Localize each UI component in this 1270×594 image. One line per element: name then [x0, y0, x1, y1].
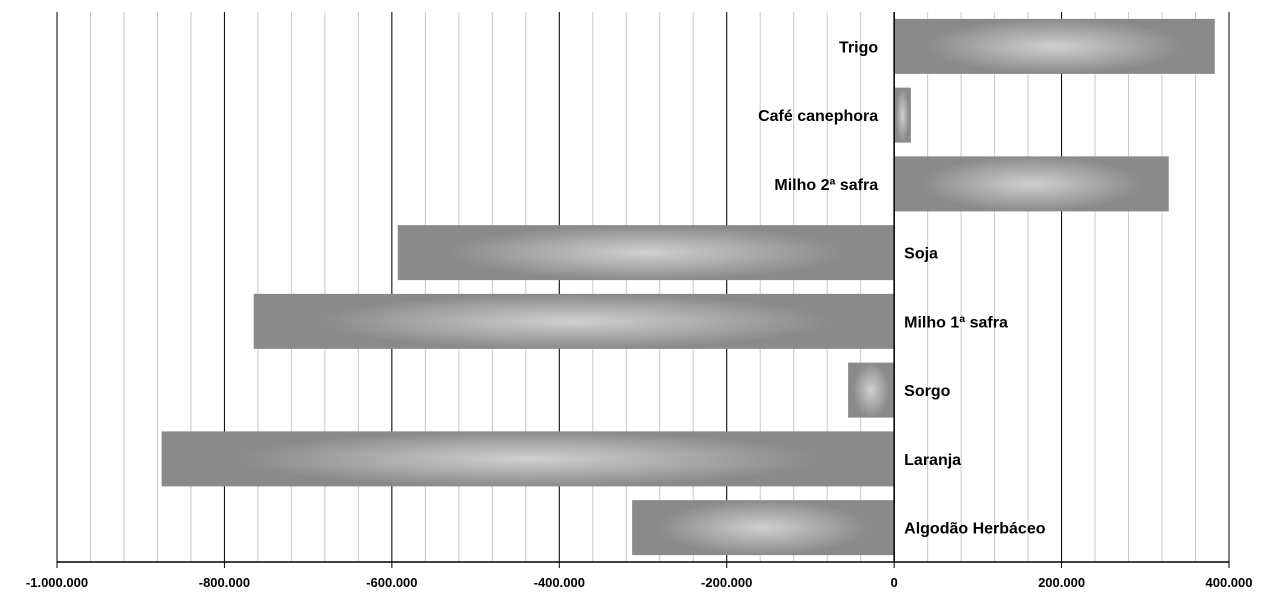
- tick-label: -600.000: [366, 575, 417, 590]
- category-label: Café canephora: [758, 108, 878, 125]
- bar: [848, 362, 895, 418]
- bar: [161, 431, 895, 487]
- tick-label: 400.000: [1206, 575, 1253, 590]
- tick-label: 0: [891, 575, 898, 590]
- axes: [56, 12, 1230, 568]
- category-label: Trigo: [839, 39, 878, 56]
- category-label: Milho 1ª safra: [904, 314, 1008, 331]
- labels: Trigo Café canephora Milho 2ª safra Soja Mil…: [26, 39, 1253, 590]
- tick-label: -1.000.000: [26, 575, 88, 590]
- category-label: Algodão Herbáceo: [904, 521, 1046, 538]
- bar: [397, 225, 895, 281]
- tick-label: -800.000: [199, 575, 250, 590]
- bar: [253, 293, 895, 349]
- bars: [161, 18, 1215, 556]
- category-label: Laranja: [904, 452, 961, 469]
- tick-label: -400.000: [534, 575, 585, 590]
- bar: [632, 500, 895, 556]
- category-label: Sorgo: [904, 383, 950, 400]
- tick-label: -200.000: [701, 575, 752, 590]
- category-label: Milho 2ª safra: [774, 177, 878, 194]
- tick-label: 200.000: [1038, 575, 1085, 590]
- category-label: Soja: [904, 246, 938, 263]
- bar: [894, 156, 1169, 212]
- bar: [894, 18, 1215, 74]
- bar: [894, 87, 911, 143]
